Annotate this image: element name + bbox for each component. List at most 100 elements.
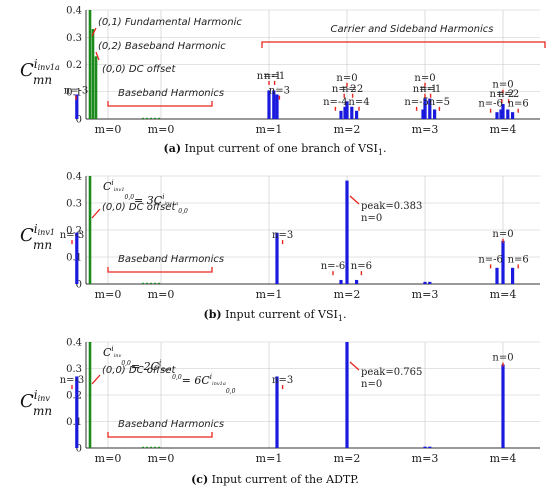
y-tick-label: 0.3 — [66, 33, 82, 44]
peak-label: peak=0.765 — [361, 367, 422, 378]
sideband-label: n=1 — [420, 84, 441, 95]
blue-bar — [339, 279, 343, 284]
dc-offset-label: (0,0) DC offset — [102, 365, 176, 376]
baseband-bracket — [107, 267, 213, 273]
sideband-label: n=-3 — [60, 375, 85, 386]
y-tick-label: 0.4 — [66, 338, 82, 349]
peak-arrow — [349, 361, 360, 371]
baseband-stub — [150, 446, 152, 448]
blue-bar — [345, 101, 349, 119]
blue-bar — [506, 109, 510, 119]
baseband-bracket — [107, 432, 213, 438]
y-tick-label: 0 — [76, 280, 82, 291]
y-axis-label: Ciinv1 mn — [20, 222, 55, 252]
sideband-label: n=4 — [348, 97, 369, 108]
x-tick-label: m=1 — [256, 452, 283, 465]
blue-bar — [267, 90, 271, 119]
y-tick-label: 0.4 — [66, 172, 82, 183]
sideband-label: n=-1 — [413, 84, 438, 95]
sideband-label: n=-3 — [60, 230, 85, 241]
blue-bar — [272, 90, 276, 119]
y-axis-label: Ciinv mn — [20, 388, 52, 418]
blue-bar — [501, 240, 505, 284]
blue-bar — [275, 232, 279, 284]
blue-bar — [511, 267, 515, 284]
baseband-stub — [146, 446, 148, 448]
sideband-label: n=2 — [498, 89, 519, 100]
sideband-label: n=-6 — [478, 99, 503, 110]
blue-bar — [355, 110, 359, 119]
blue-bar — [428, 446, 432, 448]
sideband-label: n=5 — [429, 97, 450, 108]
blue-bar — [428, 98, 432, 119]
equation-label: Ciinv10,0= 3Ciinv1a0,0 — [103, 179, 188, 215]
sideband-label: n=3 — [272, 230, 293, 241]
baseband-stub — [158, 117, 160, 119]
equation-label: Ciinv0,0= 2Ciinv10,0= 6Ciinv1a0,0 — [103, 345, 236, 395]
x-tick-label: m=0 — [95, 452, 122, 465]
dc-offset-label: (0,0) DC offset — [102, 202, 176, 213]
x-tick-label: m=3 — [412, 288, 439, 301]
blue-bar — [501, 364, 505, 448]
blue-bar — [343, 106, 347, 119]
baseband-stub — [158, 282, 160, 284]
sideband-label: n=3 — [269, 86, 290, 97]
panel-b: 0 0.1 0.2 0.3 0.4 m=0 m=0 m=1 m=2 m=3 m=4 Ciinv1 mn n… — [20, 172, 540, 323]
y-tick-label: 0.1 — [66, 417, 82, 428]
y-tick-label: 0.2 — [66, 226, 82, 237]
y-tick-label: 0.2 — [66, 391, 82, 402]
sideband-label: n=0 — [492, 80, 513, 91]
blue-bar — [423, 281, 427, 284]
x-tick-label: m=3 — [412, 123, 439, 136]
sideband-label: n=6 — [508, 99, 529, 110]
sideband-label: n=0 — [336, 73, 357, 84]
x-tick-label: m=3 — [412, 452, 439, 465]
baseband-stub — [158, 446, 160, 448]
baseband-harmonic-label: (0,2) Baseband Harmonic — [98, 41, 226, 52]
blue-bar — [350, 106, 354, 119]
sideband-label: n=-2 — [490, 89, 515, 100]
panel-a: 0 0.1 0.2 0.3 0.4 m=0 m=0 m=1 m=2 m=3 m=4 Ciinv1a mn… — [20, 6, 546, 157]
blue-bar — [495, 112, 499, 119]
blue-bar — [275, 376, 279, 448]
blue-bar — [75, 94, 79, 119]
sideband-label: n=-2 — [332, 84, 357, 95]
baseband-stub — [154, 117, 156, 119]
sideband-label: n=-4 — [323, 97, 348, 108]
y-tick-label: 0.2 — [66, 60, 82, 71]
baseband-stub — [150, 282, 152, 284]
sideband-label: n=2 — [342, 84, 363, 95]
fundamental-label: (0,1) Fundamental Harmonic — [98, 17, 242, 28]
baseband-stub — [150, 117, 152, 119]
x-tick-label: m=0 — [95, 123, 122, 136]
peak-n-label: n=0 — [361, 213, 382, 224]
green-bar — [91, 29, 95, 120]
blue-bar — [501, 104, 505, 119]
y-tick-label: 0.1 — [66, 253, 82, 264]
y-tick-label: 0.4 — [66, 6, 82, 17]
x-tick-label: m=2 — [334, 123, 361, 136]
peak-arrow — [349, 195, 360, 205]
blue-bar — [511, 112, 515, 119]
y-tick-label: 0 — [76, 115, 82, 126]
blue-bar — [428, 281, 432, 284]
y-tick-label: 0.3 — [66, 364, 82, 375]
carrier-label: Carrier and Sideband Harmonics — [331, 24, 494, 35]
sideband-label: n=-6 — [321, 261, 346, 272]
baseband-label: Baseband Harmonics — [118, 254, 224, 265]
base-arrow — [95, 51, 100, 61]
sideband-label: n=0 — [492, 229, 513, 240]
baseband-stub — [146, 117, 148, 119]
baseband-stub — [142, 117, 144, 119]
x-tick-label: m=0 — [148, 123, 175, 136]
sideband-label: n=-1 — [257, 71, 282, 82]
panel-caption: (a) Input current of one branch of VSI1. — [164, 142, 387, 157]
dc-arrow — [91, 208, 101, 219]
fund-arrow — [91, 27, 97, 37]
panel-c: 0 0.1 0.2 0.3 0.4 m=0 m=0 m=1 m=2 m=3 m=4 Ciinv mn n=… — [20, 338, 540, 486]
blue-bar — [423, 98, 427, 119]
sideband-label: n=1 — [264, 71, 285, 82]
x-tick-label: m=2 — [334, 288, 361, 301]
panel-caption: (c) Input current of the ADTP. — [191, 473, 359, 486]
